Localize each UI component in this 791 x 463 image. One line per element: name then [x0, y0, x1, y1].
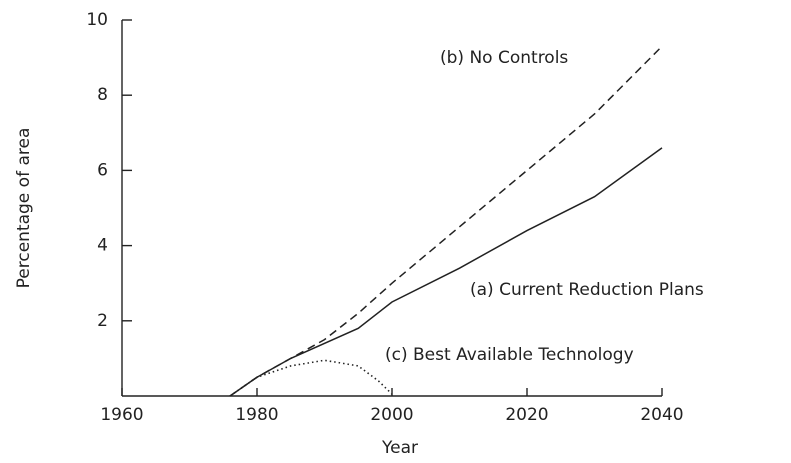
x-tick-label: 1960 [100, 405, 143, 425]
series-label: (c) Best Available Technology [385, 345, 634, 365]
series-label: (a) Current Reduction Plans [470, 280, 704, 300]
x-tick-label: 2000 [370, 405, 413, 425]
series-line [229, 45, 663, 397]
series-line [229, 359, 393, 397]
y-tick-label: 6 [97, 160, 108, 180]
series-label: (b) No Controls [440, 48, 568, 68]
y-tick-label: 4 [97, 236, 108, 256]
x-tick-label: 2040 [640, 405, 683, 425]
y-axis-label: Percentage of area [14, 128, 34, 289]
x-axis-label: Year [381, 438, 418, 458]
x-tick-label: 2020 [505, 405, 548, 425]
y-tick-label: 2 [97, 311, 108, 331]
y-tick-label: 10 [86, 10, 108, 30]
x-tick-label: 1980 [235, 405, 278, 425]
y-tick-label: 8 [97, 85, 108, 105]
